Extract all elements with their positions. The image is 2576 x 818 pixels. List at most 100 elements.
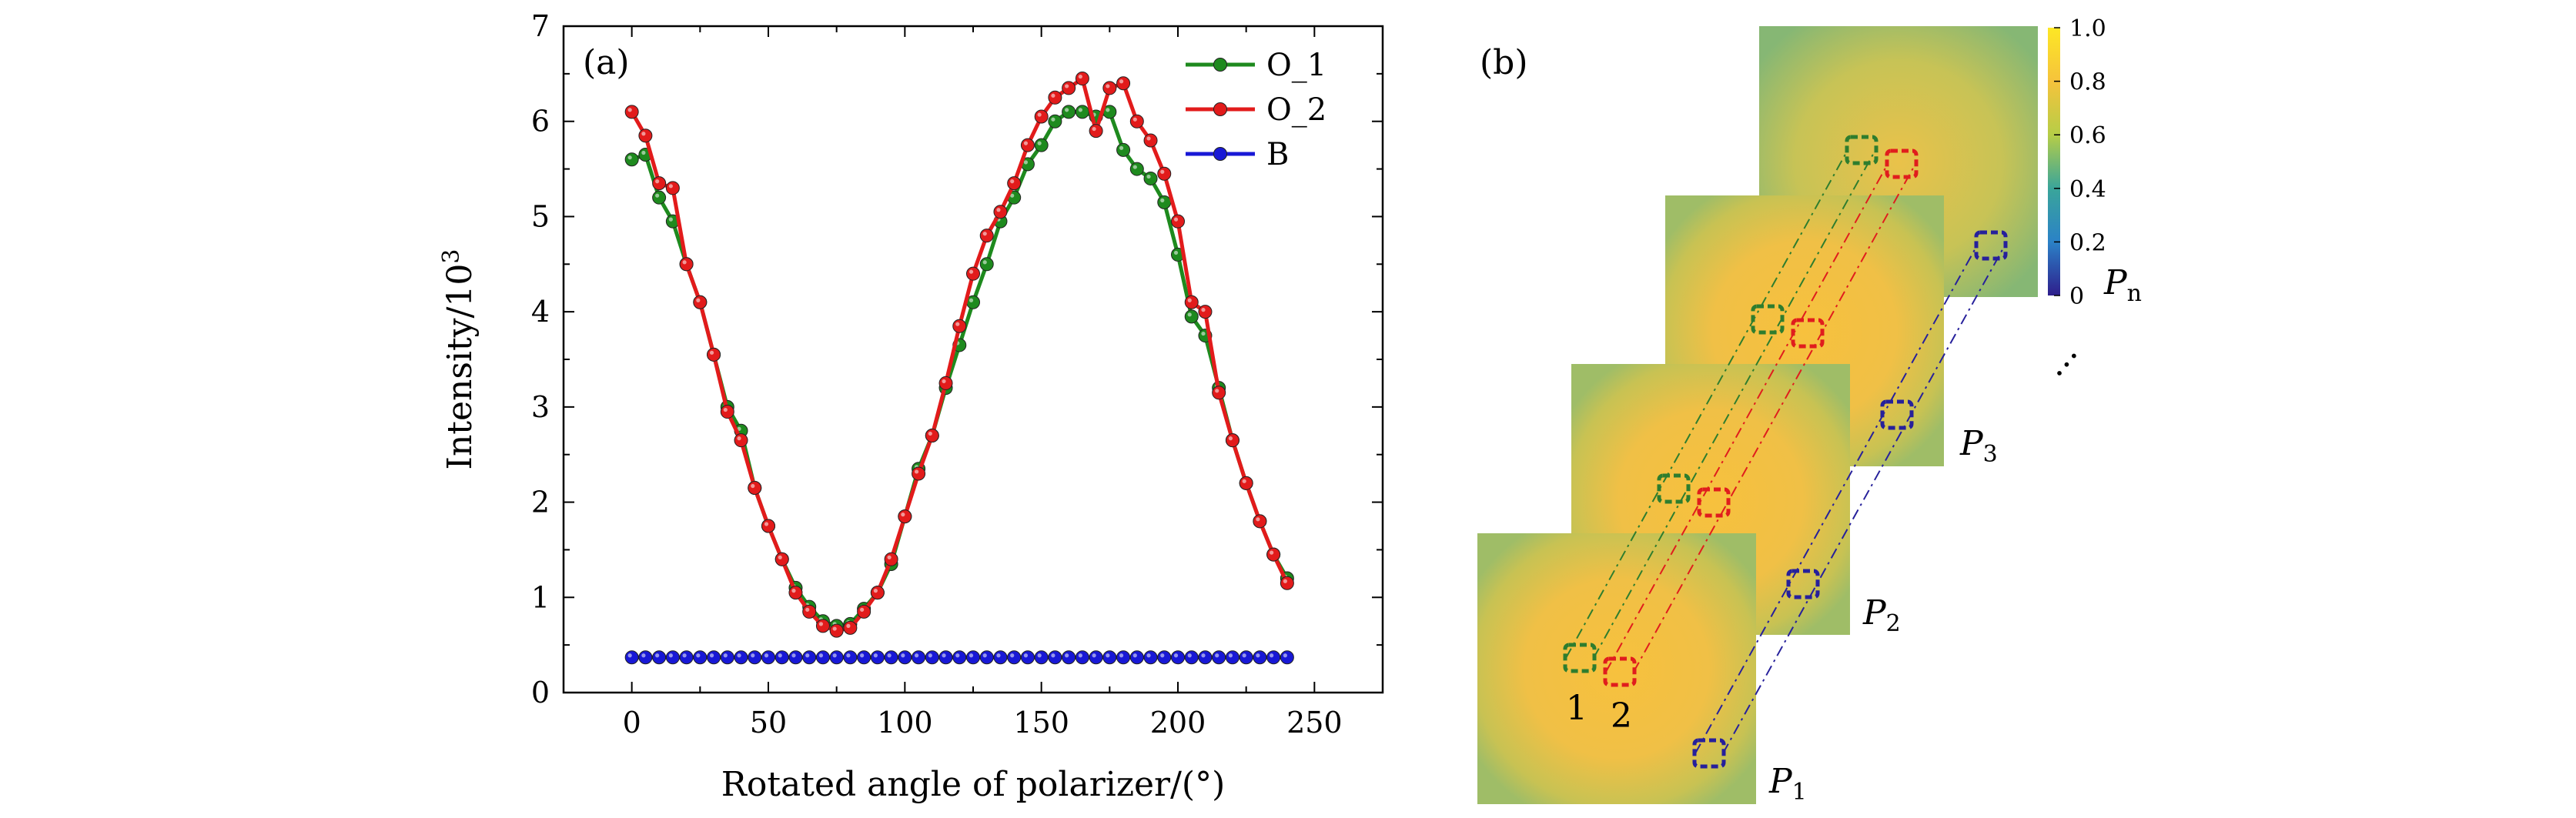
data-point-highlight xyxy=(1132,653,1137,658)
data-point-b xyxy=(1062,650,1076,665)
data-point-highlight xyxy=(1092,126,1096,132)
data-point-b xyxy=(912,650,926,665)
data-point-highlight xyxy=(1146,174,1151,179)
data-point-highlight xyxy=(1078,74,1082,79)
data-point-o-2 xyxy=(748,481,762,496)
y-axis-label-text: Intensity/10 xyxy=(440,264,480,470)
data-point-o-2 xyxy=(1212,386,1226,400)
data-point-o-2 xyxy=(870,586,885,600)
data-point-highlight xyxy=(723,653,728,658)
data-point-b xyxy=(1143,650,1158,665)
legend-marker-o-2 xyxy=(1213,102,1227,116)
data-point-o-2 xyxy=(802,604,817,619)
data-point-o-2 xyxy=(720,405,734,419)
data-point-highlight xyxy=(1283,579,1287,583)
data-point-highlight xyxy=(996,208,1001,212)
data-point-highlight xyxy=(969,298,974,302)
image-label-p2: P2 xyxy=(1862,593,1901,637)
data-point-o-2 xyxy=(843,620,858,635)
data-point-highlight xyxy=(668,653,673,658)
data-point-b xyxy=(1280,650,1294,665)
data-point-o-2 xyxy=(1171,214,1185,229)
data-point-highlight xyxy=(914,653,919,658)
data-point-o-2 xyxy=(884,552,898,566)
data-point-highlight xyxy=(818,622,824,626)
data-point-highlight xyxy=(901,513,905,517)
plot-frame xyxy=(562,25,1384,694)
y-tick-label: 7 xyxy=(531,9,550,43)
data-point-o-1 xyxy=(1034,138,1049,152)
data-point-b xyxy=(774,650,789,665)
image-label-pn: Pn xyxy=(2103,263,2142,307)
x-tick-label: 50 xyxy=(750,706,787,740)
data-point-b xyxy=(1212,650,1226,665)
data-point-highlight xyxy=(655,193,660,198)
data-point-highlight xyxy=(1065,653,1069,658)
data-point-highlight xyxy=(655,179,660,184)
data-point-b xyxy=(1020,650,1035,665)
data-point-b xyxy=(1089,650,1103,665)
data-point-o-1 xyxy=(1157,195,1172,209)
data-point-highlight xyxy=(723,407,728,412)
legend-marker-o-1 xyxy=(1213,58,1227,72)
data-point-o-2 xyxy=(1253,514,1267,529)
data-point-o-2 xyxy=(1089,124,1103,139)
data-point-highlight xyxy=(1242,653,1246,658)
data-point-b xyxy=(788,650,803,665)
data-point-o-2 xyxy=(1266,547,1281,562)
data-point-highlight xyxy=(1228,653,1233,658)
roi-box-o2 xyxy=(1697,487,1731,518)
data-point-b xyxy=(952,650,967,665)
data-point-o-1 xyxy=(1062,105,1076,119)
data-point-highlight xyxy=(942,379,946,384)
data-point-highlight xyxy=(1010,653,1015,658)
data-point-highlight xyxy=(1160,169,1165,174)
data-point-b xyxy=(1075,650,1089,665)
data-point-b xyxy=(1239,650,1253,665)
data-point-highlight xyxy=(860,653,865,658)
data-point-highlight xyxy=(641,653,646,658)
data-point-highlight xyxy=(709,350,714,355)
y-tick-label: 6 xyxy=(531,105,550,139)
data-point-highlight xyxy=(982,653,987,658)
roi-connector-o2 xyxy=(1605,163,1889,673)
data-point-highlight xyxy=(887,653,892,658)
roi-box-b xyxy=(1880,399,1914,430)
data-point-highlight xyxy=(942,653,946,658)
roi-box-b xyxy=(1786,569,1820,599)
x-tick-label: 250 xyxy=(1286,706,1343,740)
data-point-o-2 xyxy=(638,129,653,143)
data-point-highlight xyxy=(1173,217,1179,222)
data-point-highlight xyxy=(805,653,810,658)
y-tick-label: 0 xyxy=(531,676,550,709)
x-tick-label: 100 xyxy=(877,706,933,740)
data-point-highlight xyxy=(1228,436,1233,441)
data-point-highlight xyxy=(696,298,701,302)
data-point-highlight xyxy=(1037,653,1042,658)
data-point-b xyxy=(1171,650,1185,665)
data-point-highlight xyxy=(1215,389,1219,393)
data-point-highlight xyxy=(846,623,851,628)
data-point-o-2 xyxy=(1007,176,1022,191)
colorbar-ticks: 1.0 0.8 0.6 0.4 0.2 0 xyxy=(2054,15,2106,310)
data-point-b xyxy=(843,650,858,665)
data-point-highlight xyxy=(791,589,796,593)
data-point-highlight xyxy=(668,217,673,222)
colorbar-tick-label: 1.0 xyxy=(2069,15,2106,42)
data-point-highlight xyxy=(1010,179,1015,184)
roi-connector-o2 xyxy=(1633,163,1916,673)
panel-b-figure: (b) 1 2 P1 P2 P3 Pn … 1.0 0.8 0.6 0.4 0.2 0 xyxy=(1477,15,2142,806)
data-point-o-2 xyxy=(693,295,708,309)
data-point-highlight xyxy=(1023,653,1029,658)
roi-box-o1 xyxy=(1657,473,1691,504)
data-point-o-2 xyxy=(1129,114,1144,129)
data-point-o-2 xyxy=(761,519,775,533)
data-point-highlight xyxy=(751,653,755,658)
axis-ticks: 0 50 100 150 200 250 0 1 2 3 4 5 6 7 xyxy=(531,9,1383,740)
data-point-highlight xyxy=(955,653,960,658)
data-point-highlight xyxy=(641,132,646,136)
panel-a-label: (a) xyxy=(583,43,630,82)
data-point-highlight xyxy=(1187,653,1192,658)
data-point-highlight xyxy=(1270,653,1274,658)
data-point-b xyxy=(1184,650,1199,665)
